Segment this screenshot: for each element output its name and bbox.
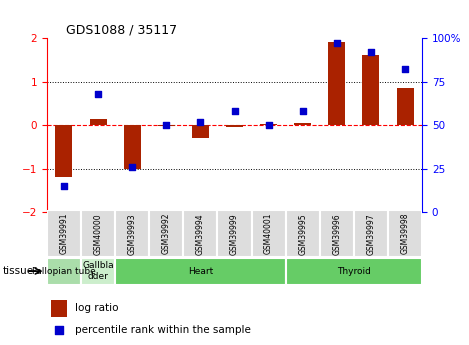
Point [401, 67, 409, 72]
Text: Heart: Heart [188, 267, 213, 276]
Bar [363, 55, 379, 125]
Bar [260, 124, 277, 125]
FancyBboxPatch shape [81, 258, 115, 285]
Text: GSM39997: GSM39997 [366, 213, 376, 255]
FancyBboxPatch shape [81, 210, 115, 257]
FancyBboxPatch shape [183, 210, 218, 257]
Text: Thyroid: Thyroid [337, 267, 371, 276]
FancyBboxPatch shape [388, 210, 422, 257]
Point [367, 49, 375, 55]
Bar [90, 119, 106, 125]
FancyBboxPatch shape [115, 258, 286, 285]
Text: GSM39996: GSM39996 [333, 213, 341, 255]
FancyBboxPatch shape [149, 210, 183, 257]
Text: GSM39993: GSM39993 [128, 213, 136, 255]
Bar [396, 88, 414, 125]
FancyBboxPatch shape [47, 258, 81, 285]
FancyBboxPatch shape [47, 210, 81, 257]
Bar [192, 125, 209, 138]
Point [163, 122, 170, 128]
Text: Gallbla
dder: Gallbla dder [82, 262, 114, 281]
Text: log ratio: log ratio [75, 303, 118, 313]
Bar [158, 125, 175, 126]
FancyBboxPatch shape [286, 210, 320, 257]
FancyBboxPatch shape [286, 258, 422, 285]
Text: GSM40001: GSM40001 [264, 213, 273, 255]
FancyBboxPatch shape [354, 210, 388, 257]
Point [60, 183, 68, 189]
Point [231, 108, 238, 114]
Bar [51, 300, 67, 317]
FancyBboxPatch shape [218, 210, 251, 257]
Point [94, 91, 102, 97]
FancyBboxPatch shape [251, 210, 286, 257]
Bar [55, 125, 73, 177]
Text: GSM39999: GSM39999 [230, 213, 239, 255]
Text: percentile rank within the sample: percentile rank within the sample [75, 325, 250, 335]
Text: GSM39995: GSM39995 [298, 213, 307, 255]
Text: GDS1088 / 35117: GDS1088 / 35117 [66, 24, 177, 37]
Text: Fallopian tube: Fallopian tube [32, 267, 96, 276]
Bar [124, 125, 141, 169]
Point [197, 119, 204, 124]
Text: GSM39994: GSM39994 [196, 213, 205, 255]
Point [351, 215, 359, 220]
Text: GSM39998: GSM39998 [401, 213, 409, 255]
Bar [294, 123, 311, 125]
Text: GSM39991: GSM39991 [60, 213, 68, 255]
Point [129, 164, 136, 170]
Bar [226, 125, 243, 127]
Text: GSM39992: GSM39992 [162, 213, 171, 255]
Text: GSM40000: GSM40000 [93, 213, 103, 255]
Point [333, 40, 340, 46]
Text: tissue: tissue [2, 266, 33, 276]
FancyBboxPatch shape [115, 210, 149, 257]
FancyBboxPatch shape [320, 210, 354, 257]
Point [299, 108, 306, 114]
Bar [328, 42, 345, 125]
Point [265, 122, 272, 128]
